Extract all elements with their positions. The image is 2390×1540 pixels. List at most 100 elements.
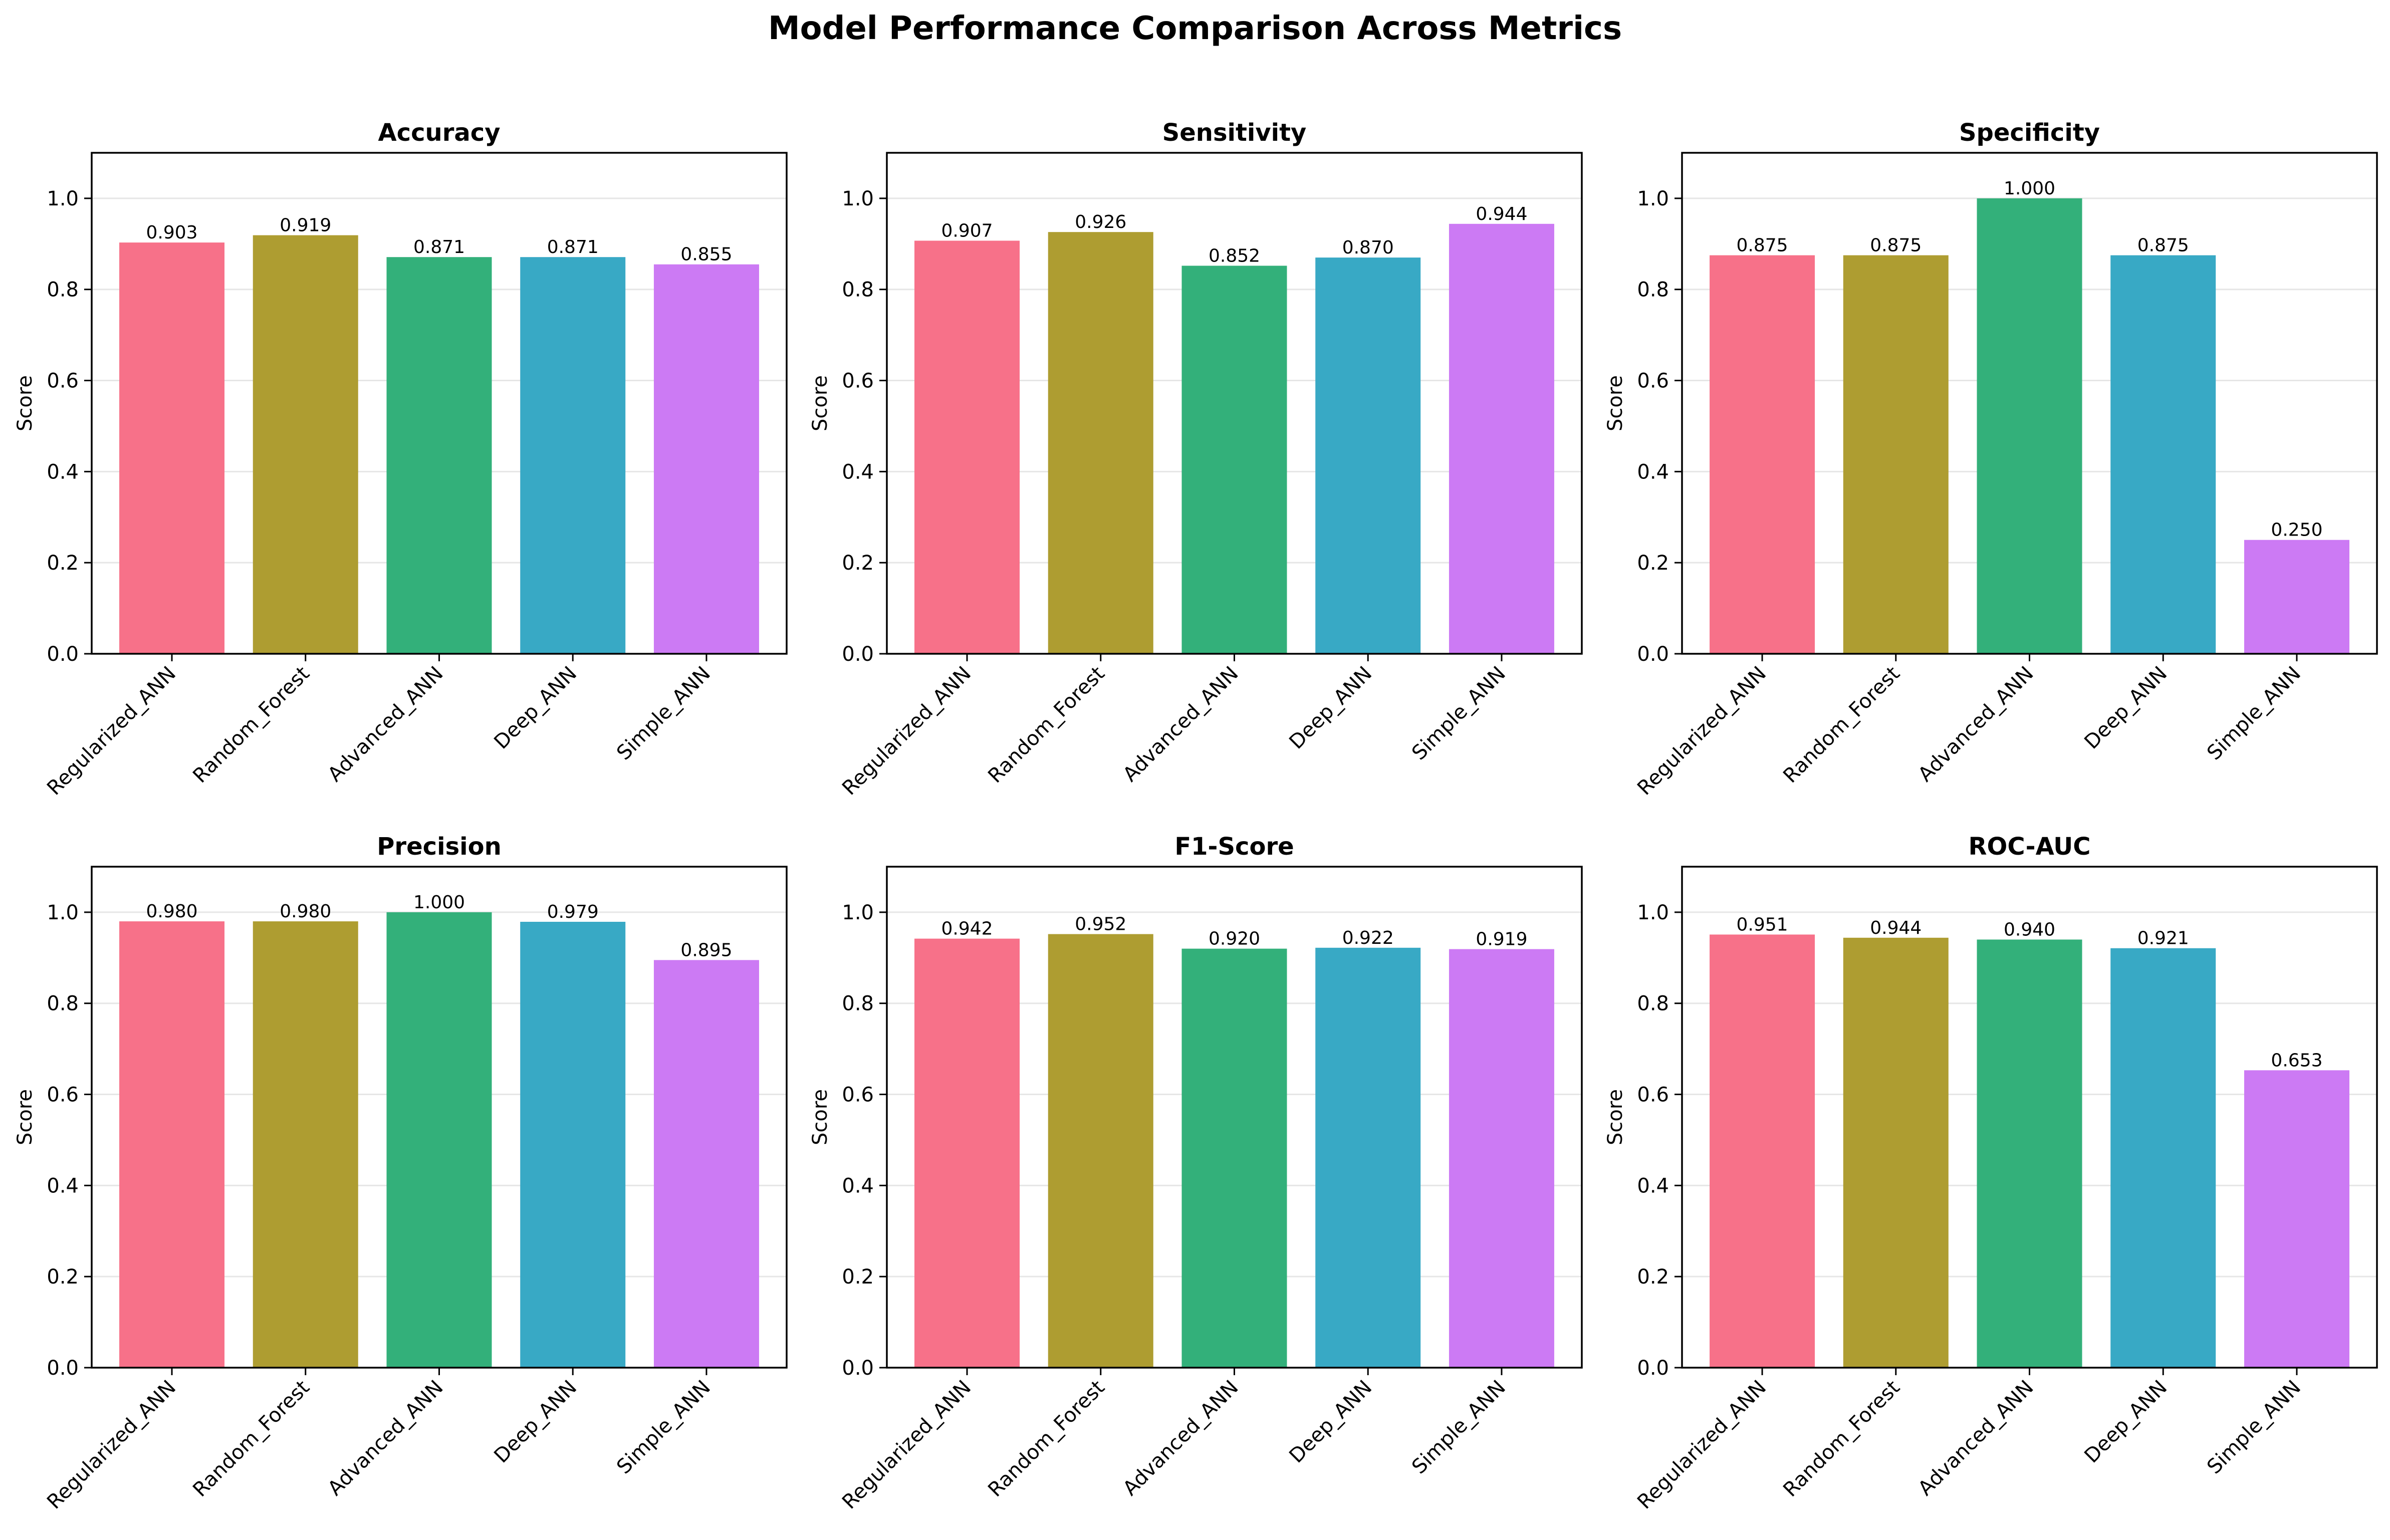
accuracy-xtick-label: Advanced_ANN — [324, 662, 448, 787]
f1-score-xtick-label: Simple_ANN — [1407, 1376, 1510, 1479]
roc-auc-bar-random-forest — [1843, 937, 1949, 1368]
specificity-xtick-label: Advanced_ANN — [1914, 662, 2038, 787]
sensitivity-bar-simple-ann — [1449, 223, 1554, 654]
specificity-bar-regularized-ann — [1710, 255, 1815, 654]
specificity-bar-deep-ann — [2110, 255, 2216, 654]
precision-xtick-label: Deep_ANN — [490, 1376, 581, 1468]
roc-auc-bar-regularized-ann — [1710, 934, 1815, 1368]
specificity-ytick-label: 1.0 — [1637, 187, 1669, 210]
f1-score-ytick-label: 0.0 — [842, 1357, 874, 1380]
roc-auc-ytick-label: 0.0 — [1637, 1357, 1669, 1380]
roc-auc-ylabel: Score — [1604, 1089, 1627, 1145]
specificity-xtick-label: Random_Forest — [1779, 662, 1904, 788]
accuracy-bar-advanced-ann — [386, 257, 492, 654]
roc-auc-value-label: 0.940 — [2004, 919, 2055, 940]
sensitivity-title: Sensitivity — [1162, 119, 1307, 147]
sensitivity-value-label: 0.907 — [941, 220, 993, 241]
precision-ytick-label: 0.4 — [47, 1174, 79, 1197]
specificity-ytick-label: 0.0 — [1637, 643, 1669, 666]
sensitivity-bar-advanced-ann — [1181, 266, 1287, 654]
specificity-subplot: 0.875 0.875 1.000 0.875 0.250 0.0 0.2 0.4 0.6 0.8… — [1604, 119, 2378, 800]
precision-value-label: 0.980 — [146, 901, 198, 922]
specificity-value-label: 0.875 — [1737, 235, 1788, 256]
accuracy-ytick-label: 0.2 — [47, 552, 79, 575]
precision-xtick-label: Simple_ANN — [612, 1376, 715, 1479]
roc-auc-ytick-label: 0.6 — [1637, 1084, 1669, 1107]
sensitivity-ytick-label: 0.8 — [842, 279, 874, 302]
precision-value-label: 0.895 — [680, 940, 732, 960]
roc-auc-xtick-label: Deep_ANN — [2080, 1376, 2172, 1468]
precision-ytick-label: 0.8 — [47, 992, 79, 1015]
accuracy-subplot: 0.903 0.919 0.871 0.871 0.855 0.0 0.2 0.4 0.6 0.8… — [14, 119, 788, 800]
f1-score-ylabel: Score — [809, 1089, 832, 1145]
specificity-bar-random-forest — [1843, 255, 1949, 654]
roc-auc-value-label: 0.944 — [1870, 918, 1922, 938]
accuracy-bar-deep-ann — [520, 257, 626, 654]
roc-auc-xtick-label: Simple_ANN — [2203, 1376, 2305, 1479]
f1-score-bar-simple-ann — [1449, 949, 1554, 1368]
precision-bar-simple-ann — [653, 960, 759, 1368]
specificity-bar-simple-ann — [2244, 540, 2349, 654]
roc-auc-value-label: 0.951 — [1737, 914, 1788, 935]
f1-score-ytick-label: 0.8 — [842, 992, 874, 1015]
precision-bar-random-forest — [253, 921, 358, 1368]
f1-score-ytick-label: 0.2 — [842, 1265, 874, 1289]
f1-score-bar-regularized-ann — [914, 938, 1020, 1368]
f1-score-xtick-label: Random_Forest — [984, 1376, 1109, 1502]
f1-score-value-label: 0.922 — [1342, 928, 1394, 948]
specificity-xtick-label: Simple_ANN — [2203, 662, 2305, 765]
sensitivity-value-label: 0.944 — [1476, 204, 1527, 224]
sensitivity-value-label: 0.870 — [1342, 237, 1394, 258]
accuracy-value-label: 0.919 — [280, 215, 331, 236]
precision-xtick-label: Regularized_ANN — [43, 1376, 180, 1514]
sensitivity-xtick-label: Random_Forest — [984, 662, 1109, 788]
roc-auc-subplot: 0.951 0.944 0.940 0.921 0.653 0.0 0.2 0.4 0.6 0.8… — [1604, 833, 2378, 1513]
precision-value-label: 0.979 — [547, 902, 599, 922]
accuracy-bar-random-forest — [253, 235, 358, 654]
f1-score-xtick-label: Deep_ANN — [1285, 1376, 1376, 1468]
accuracy-ytick-label: 0.0 — [47, 643, 79, 666]
accuracy-ytick-label: 0.4 — [47, 460, 79, 483]
sensitivity-bar-regularized-ann — [914, 240, 1020, 654]
roc-auc-bar-advanced-ann — [1977, 939, 2082, 1368]
accuracy-xtick-label: Simple_ANN — [612, 662, 715, 765]
accuracy-value-label: 0.903 — [146, 222, 198, 243]
accuracy-bar-simple-ann — [653, 264, 759, 654]
accuracy-xtick-label: Deep_ANN — [490, 662, 581, 754]
precision-ytick-label: 1.0 — [47, 901, 79, 924]
precision-title: Precision — [377, 833, 501, 861]
specificity-ytick-label: 0.6 — [1637, 370, 1669, 393]
f1-score-ytick-label: 0.4 — [842, 1174, 874, 1197]
f1-score-bar-random-forest — [1048, 934, 1153, 1368]
precision-bar-regularized-ann — [119, 921, 225, 1368]
precision-value-label: 0.980 — [280, 901, 331, 922]
f1-score-ytick-label: 1.0 — [842, 901, 874, 924]
roc-auc-value-label: 0.653 — [2271, 1050, 2322, 1071]
sensitivity-ytick-label: 0.0 — [842, 643, 874, 666]
precision-subplot: 0.980 0.980 1.000 0.979 0.895 0.0 0.2 0.4 0.6 0.8… — [14, 833, 788, 1514]
accuracy-ytick-label: 0.8 — [47, 279, 79, 302]
specificity-value-label: 0.875 — [1870, 235, 1922, 256]
sensitivity-xtick-label: Simple_ANN — [1407, 662, 1510, 765]
specificity-ytick-label: 0.2 — [1637, 552, 1669, 575]
f1-score-value-label: 0.942 — [941, 919, 993, 939]
sensitivity-xtick-label: Deep_ANN — [1285, 662, 1376, 754]
roc-auc-ytick-label: 0.4 — [1637, 1174, 1669, 1197]
specificity-title: Specificity — [1959, 119, 2100, 147]
f1-score-subplot: 0.942 0.952 0.920 0.922 0.919 0.0 0.2 0.4 0.6 0.8… — [809, 833, 1583, 1513]
precision-ytick-label: 0.2 — [47, 1265, 79, 1289]
figure-title: Model Performance Comparison Across Metr… — [768, 10, 1622, 47]
specificity-xtick-label: Regularized_ANN — [1633, 662, 1771, 800]
specificity-ytick-label: 0.4 — [1637, 460, 1669, 483]
f1-score-ytick-label: 0.6 — [842, 1084, 874, 1107]
accuracy-value-label: 0.871 — [547, 237, 599, 258]
precision-bar-deep-ann — [520, 922, 626, 1368]
precision-xtick-label: Random_Forest — [188, 1376, 314, 1502]
specificity-ylabel: Score — [1604, 375, 1627, 431]
specificity-bar-advanced-ann — [1977, 198, 2082, 654]
specificity-xtick-label: Deep_ANN — [2080, 662, 2172, 754]
f1-score-xtick-label: Advanced_ANN — [1119, 1376, 1243, 1500]
specificity-value-label: 0.875 — [2137, 235, 2189, 256]
